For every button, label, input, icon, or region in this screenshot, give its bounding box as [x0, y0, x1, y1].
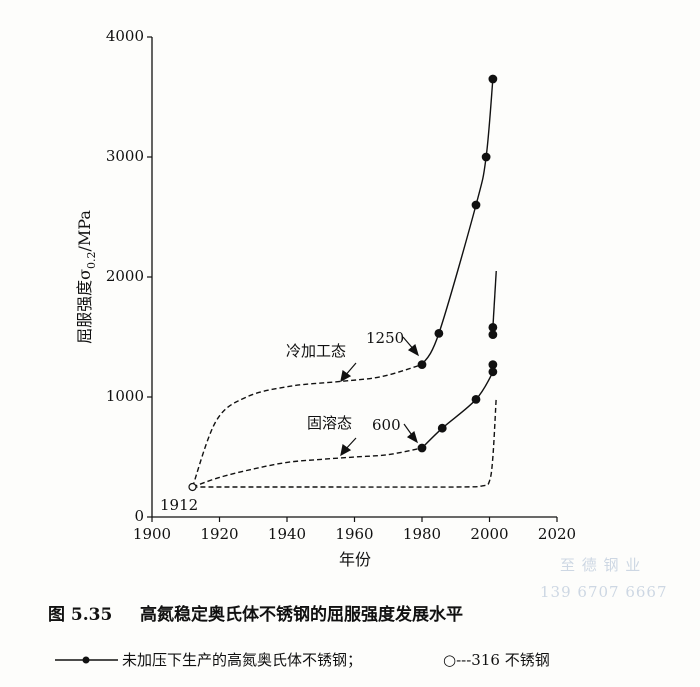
- y-tick-label: 1000: [106, 387, 144, 405]
- series-line: [191, 363, 423, 488]
- data-point: [471, 395, 481, 404]
- annotation: 1912: [160, 496, 198, 514]
- data-point: [471, 200, 481, 210]
- legend-text: 未加压下生产的高氮奥氏体不锈钢；: [122, 651, 362, 669]
- annotation: 固溶态: [307, 414, 352, 432]
- data-point: [488, 367, 498, 377]
- x-tick-label: 2000: [470, 525, 508, 543]
- y-tick-label: 3000: [106, 147, 144, 165]
- data-point: [417, 443, 427, 453]
- data-point: [488, 360, 498, 370]
- x-axis-label: 年份: [339, 550, 371, 569]
- caption-number: 图 5.35: [48, 605, 112, 625]
- y-tick-label: 4000: [106, 27, 144, 45]
- caption-title: 高氮稳定奥氏体不锈钢的屈服强度发展水平: [140, 604, 463, 625]
- data-point: [488, 330, 498, 340]
- data-point: [188, 482, 197, 492]
- legend-marker: [82, 656, 90, 664]
- data-point: [481, 152, 491, 162]
- annotation: 600: [372, 416, 401, 434]
- x-tick-label: 2020: [538, 525, 576, 543]
- x-tick-label: 1960: [335, 525, 373, 543]
- y-label-unit: /MPa: [75, 210, 94, 252]
- watermark: 至 德 钢 业: [560, 556, 641, 574]
- watermark: 139 6707 6667: [540, 583, 668, 601]
- y-tick-label: 2000: [106, 267, 144, 285]
- arrow-head: [340, 443, 352, 457]
- series-line: [421, 364, 495, 449]
- data-point: [417, 360, 427, 370]
- series-line: [421, 78, 494, 365]
- series-line: [192, 447, 423, 488]
- arrow-head: [340, 369, 352, 383]
- series-line: [192, 396, 497, 488]
- y-tick-label: 0: [134, 507, 144, 525]
- x-tick-label: 1940: [268, 525, 306, 543]
- y-axis-label: 屈服强度σ0.2/MPa: [75, 210, 98, 344]
- x-tick-label: 1900: [133, 525, 171, 543]
- annotation: 冷加工态: [286, 342, 346, 360]
- arrow-head: [407, 343, 419, 357]
- arrow-head: [406, 430, 418, 444]
- x-tick-label: 1980: [403, 525, 441, 543]
- x-tick-label: 1920: [200, 525, 238, 543]
- legend-text: ○---316 不锈钢: [443, 651, 550, 669]
- series-line: [492, 270, 497, 328]
- data-point: [437, 423, 447, 433]
- annotation: 1250: [366, 329, 404, 347]
- y-label-sub: 0.2: [85, 251, 98, 269]
- data-point: [434, 329, 444, 338]
- arrows: [340, 336, 419, 457]
- y-label-main: 屈服强度σ: [75, 269, 94, 344]
- data-point: [488, 74, 498, 84]
